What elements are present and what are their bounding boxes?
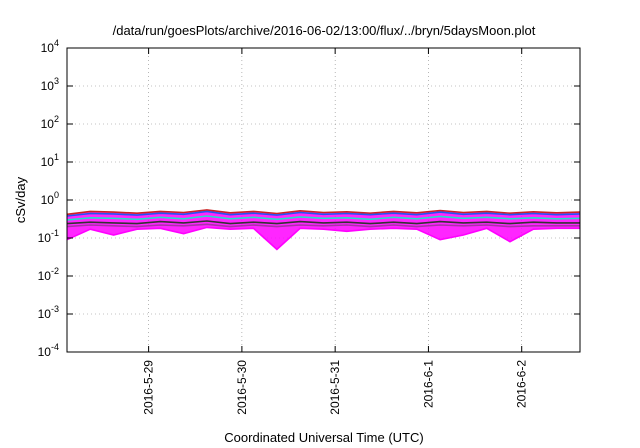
y-tick-label: 10-2 [38,266,59,283]
x-tick-label: 2016-5-29 [142,360,156,415]
y-tick-label: 102 [41,114,59,131]
flux-area-fill [67,209,580,250]
y-tick-label: 100 [41,190,59,207]
series-line-2 [66,210,581,217]
series-line-1 [66,209,581,216]
chart-title: /data/run/goesPlots/archive/2016-06-02/1… [113,23,536,38]
y-tick-label: 103 [41,76,59,93]
y-tick-label: 10-4 [38,342,59,359]
y-axis: 104 103 102 101 100 10-1 10-2 10-3 10-4 [38,38,580,359]
x-tick-label: 2016-6-2 [515,360,529,408]
y-tick-label: 104 [41,38,59,55]
series-line-3 [66,215,581,221]
series-line-5 [66,223,580,228]
y-axis-label: cSv/day [13,176,28,223]
y-tick-label: 101 [41,152,59,169]
y-tick-label: 10-3 [38,304,59,321]
y-tick-label: 10-1 [38,228,59,245]
x-tick-label: 2016-5-30 [235,360,249,415]
x-axis: 2016-5-29 2016-5-30 2016-5-31 2016-6-1 2016-… [142,48,529,415]
x-axis-label: Coordinated Universal Time (UTC) [224,430,423,445]
x-tick-label: 2016-5-31 [328,360,342,415]
data-area [67,209,580,250]
grid-lines [67,48,580,352]
series-line-4 [66,220,580,225]
series-line-6 [66,226,580,251]
x-tick-label: 2016-6-1 [421,360,435,408]
data-series [66,209,581,251]
